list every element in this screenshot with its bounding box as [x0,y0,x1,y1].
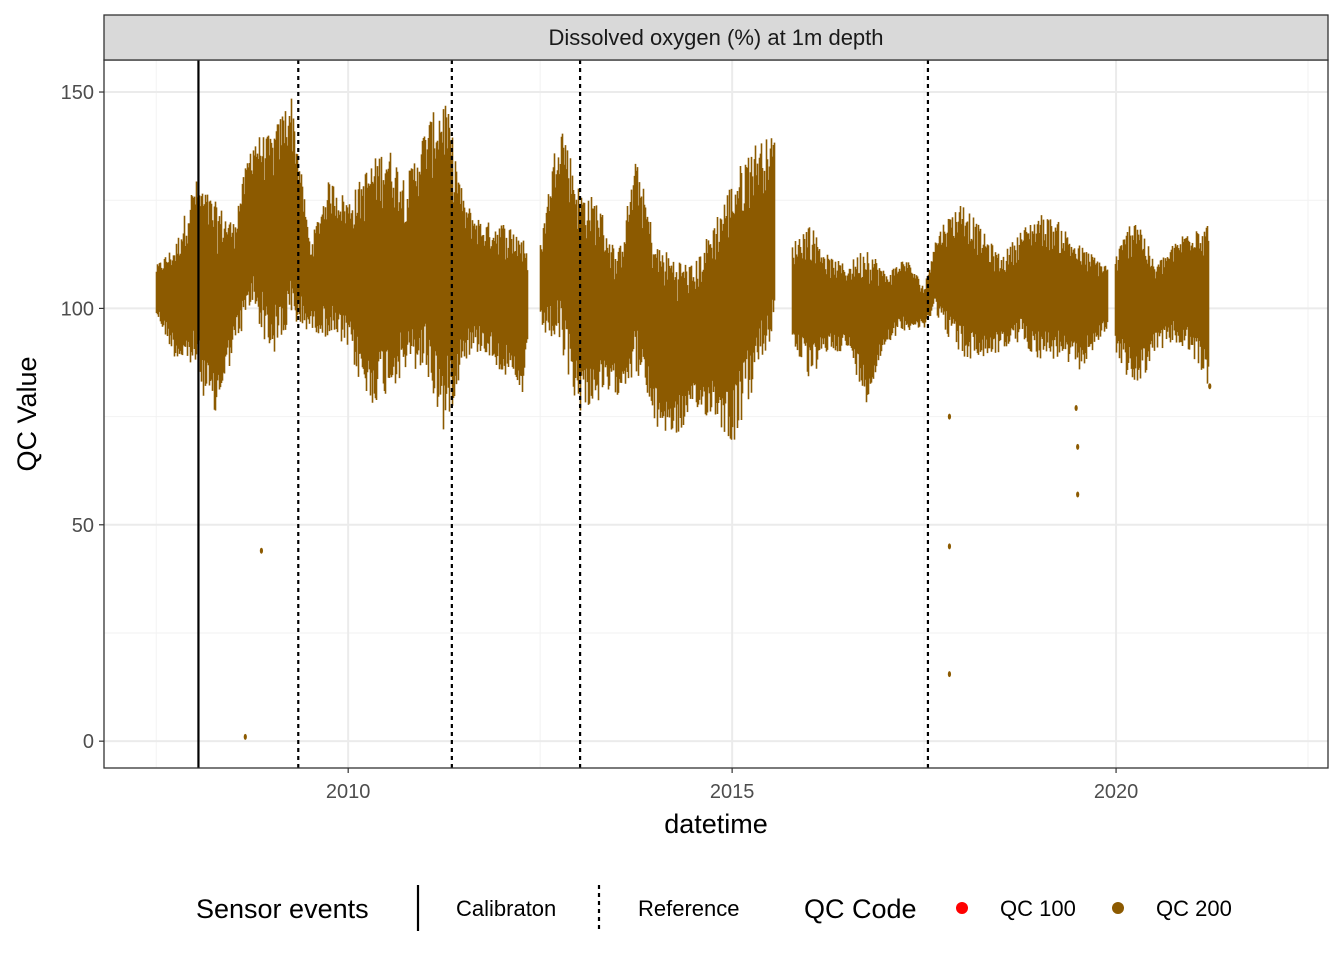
qc200-outlier-point [947,413,952,420]
qc200-outlier-point [1074,404,1078,411]
y-axis-label: QC Value [12,356,42,471]
y-tick-label: 50 [72,515,94,537]
legend: Sensor events Calibraton Reference QC Co… [196,885,1232,931]
legend-qc100-label: QC 100 [1000,896,1076,921]
legend-qc200-dot [1112,902,1124,914]
legend-sensor-title: Sensor events [196,894,369,924]
qc200-outlier-point [947,671,952,678]
sensor-event-lines [197,60,930,768]
x-tick-label: 2015 [710,781,755,803]
data-marks [155,98,1212,740]
qc200-outlier-point [259,547,264,554]
strip-title: Dissolved oxygen (%) at 1m depth [548,25,883,50]
qc200-outlier-point [1076,443,1080,450]
strip-header [103,14,1329,61]
legend-reference-label: Reference [638,896,740,921]
legend-qc200-label: QC 200 [1156,896,1232,921]
legend-qc100-dot [956,902,968,914]
y-tick-label: 0 [83,731,94,753]
gridlines [104,60,1328,768]
y-tick-label: 100 [61,298,94,320]
x-axis-label: datetime [664,809,768,839]
legend-qc-title: QC Code [804,894,917,924]
axes: 2010 2015 2020 0 50 100 150 [61,82,1139,803]
qc200-outlier-point [1208,383,1212,390]
y-tick-label: 150 [61,82,94,104]
qc200-outlier-point [947,543,952,550]
legend-calibration-label: Calibraton [456,896,556,921]
x-tick-label: 2010 [326,781,371,803]
x-tick-label: 2020 [1094,781,1139,803]
qc200-outlier-point [1076,491,1080,498]
qc200-outlier-point [243,733,247,740]
